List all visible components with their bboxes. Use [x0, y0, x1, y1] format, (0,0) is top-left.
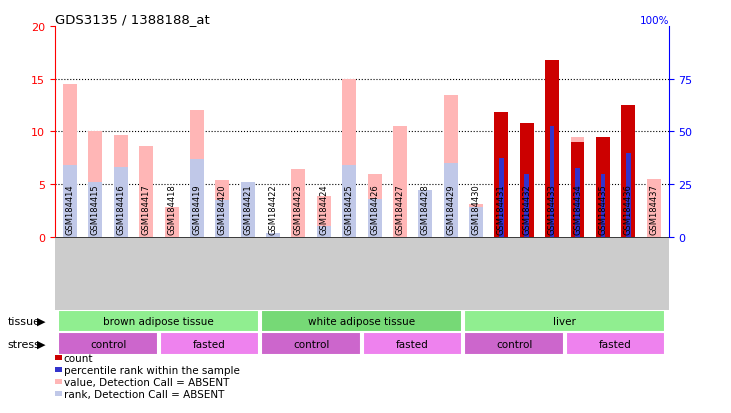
Bar — [520, 124, 534, 237]
Bar — [63, 85, 77, 237]
Bar — [368, 199, 382, 237]
Bar — [240, 183, 254, 237]
Text: 100%: 100% — [640, 17, 669, 26]
Bar — [494, 113, 508, 237]
Text: count: count — [64, 353, 93, 363]
Bar — [570, 143, 585, 237]
Bar — [190, 159, 204, 237]
Bar — [160, 332, 260, 355]
Bar — [566, 332, 665, 355]
Text: liver: liver — [553, 316, 576, 326]
Bar — [240, 183, 254, 237]
Bar — [368, 174, 382, 237]
Text: tissue: tissue — [7, 316, 40, 326]
Bar — [317, 227, 330, 237]
Bar — [444, 95, 458, 237]
Bar — [216, 201, 230, 237]
Text: GDS3135 / 1388188_at: GDS3135 / 1388188_at — [55, 13, 210, 26]
Bar — [524, 174, 529, 237]
Text: white adipose tissue: white adipose tissue — [308, 316, 415, 326]
Text: control: control — [496, 339, 532, 349]
Bar — [342, 166, 356, 237]
Bar — [114, 168, 128, 237]
Text: percentile rank within the sample: percentile rank within the sample — [64, 365, 240, 375]
Bar — [262, 332, 361, 355]
Bar — [342, 79, 356, 237]
Bar — [647, 180, 661, 237]
Text: stress: stress — [7, 339, 40, 349]
Bar — [550, 127, 554, 237]
Text: value, Detection Call = ABSENT: value, Detection Call = ABSENT — [64, 377, 229, 387]
Text: control: control — [90, 339, 126, 349]
Bar — [499, 159, 504, 237]
Bar — [596, 138, 610, 237]
Bar — [418, 190, 432, 237]
Bar — [262, 310, 462, 332]
Text: fasted: fasted — [396, 339, 429, 349]
Text: rank, Detection Call = ABSENT: rank, Detection Call = ABSENT — [64, 389, 224, 399]
Bar — [114, 135, 128, 237]
Bar — [469, 208, 483, 237]
Bar — [575, 169, 580, 237]
Bar — [216, 180, 230, 237]
Bar — [363, 332, 462, 355]
Bar — [88, 132, 102, 237]
Text: fasted: fasted — [599, 339, 632, 349]
Bar — [88, 183, 102, 237]
Bar — [190, 111, 204, 237]
Bar — [469, 205, 483, 237]
Text: ▶: ▶ — [37, 339, 45, 349]
Bar — [317, 197, 330, 237]
Bar — [292, 170, 306, 237]
Bar — [570, 138, 585, 237]
Bar — [596, 138, 610, 237]
Bar — [164, 208, 178, 237]
Bar — [601, 174, 605, 237]
Bar — [393, 127, 407, 237]
Bar — [494, 113, 508, 237]
Bar — [520, 124, 534, 237]
Bar — [418, 190, 432, 237]
Bar — [464, 310, 665, 332]
Text: brown adipose tissue: brown adipose tissue — [104, 316, 214, 326]
Bar — [545, 61, 559, 237]
Bar — [444, 164, 458, 237]
Bar — [139, 147, 154, 237]
Text: fasted: fasted — [193, 339, 226, 349]
Bar — [621, 106, 635, 237]
Text: control: control — [293, 339, 329, 349]
Bar — [464, 332, 564, 355]
Bar — [621, 106, 635, 237]
Bar — [63, 166, 77, 237]
Bar — [58, 310, 260, 332]
Bar — [58, 332, 158, 355]
Bar — [626, 153, 631, 237]
Text: ▶: ▶ — [37, 316, 45, 326]
Bar — [266, 233, 280, 237]
